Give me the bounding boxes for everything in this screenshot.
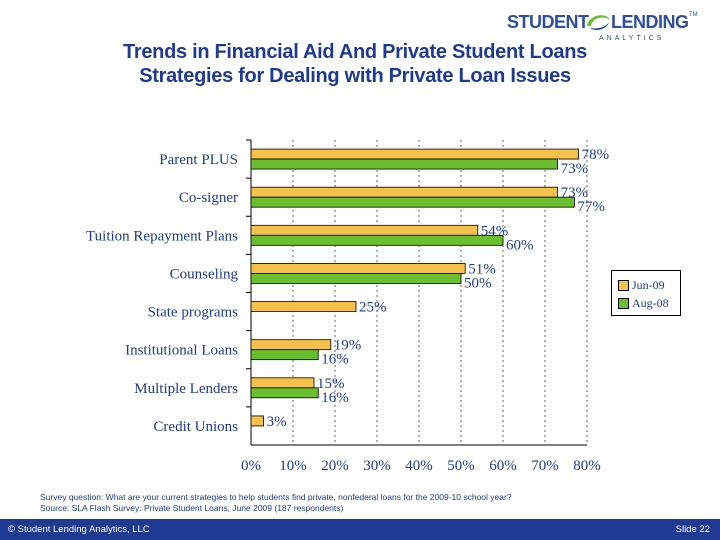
category-label: Parent PLUS xyxy=(159,152,238,168)
x-tick-label: 20% xyxy=(321,458,349,474)
logo-word-student: STUDENT xyxy=(507,12,589,32)
legend-swatch-aug08 xyxy=(618,298,629,309)
title-line-2: Strategies for Dealing with Private Loan… xyxy=(139,65,571,87)
x-tick-label: 40% xyxy=(405,458,433,474)
data-label: 51% xyxy=(468,261,496,277)
footer-bar: © Student Lending Analytics, LLC Slide 2… xyxy=(0,519,720,540)
footnote: Survey question: What are your current s… xyxy=(40,492,680,514)
logo-tm: TM xyxy=(689,12,698,18)
x-tick-label: 70% xyxy=(531,458,559,474)
legend-label-aug08: Aug-08 xyxy=(632,296,669,310)
category-label: Tuition Repayment Plans xyxy=(86,228,238,244)
bar-chart: 0% 10% 20% 30% 40% 50% 60% 70% 80% Parent PLUS 78%… xyxy=(0,120,720,480)
x-tick-label: 30% xyxy=(363,458,391,474)
bar xyxy=(250,387,319,399)
x-tick-label: 10% xyxy=(279,458,307,474)
bar xyxy=(250,148,580,160)
bar xyxy=(250,196,575,208)
category-label: Institutional Loans xyxy=(125,343,238,359)
chart-legend: Jun-09 Aug-08 xyxy=(611,270,681,316)
bar xyxy=(250,339,332,351)
logo-tagline: ANALYTICS xyxy=(599,35,665,42)
data-label: 25% xyxy=(359,300,387,316)
bar xyxy=(250,158,559,170)
logo-swoosh-icon xyxy=(587,15,610,30)
data-label: 3% xyxy=(267,414,287,430)
bar xyxy=(250,349,319,361)
data-label: 77% xyxy=(577,199,605,215)
data-label: 15% xyxy=(317,376,345,392)
category-label: State programs xyxy=(148,305,239,321)
data-label: 73% xyxy=(561,161,589,177)
x-tick-label: 50% xyxy=(447,458,475,474)
bar xyxy=(250,186,559,198)
data-label: 50% xyxy=(464,275,492,291)
data-label: 19% xyxy=(334,338,362,354)
category-label: Counseling xyxy=(170,266,239,282)
legend-swatch-jun09 xyxy=(618,280,629,291)
category-label: Co-signer xyxy=(179,190,238,206)
student-lending-logo: STUDENT LENDING TM ANALYTICS xyxy=(505,8,710,48)
legend-label-jun09: Jun-09 xyxy=(632,278,665,292)
bar xyxy=(250,301,357,312)
bar xyxy=(250,377,315,389)
data-label: 16% xyxy=(321,352,349,368)
page-title: Trends in Financial Aid And Private Stud… xyxy=(30,40,680,88)
chart-svg: 0% 10% 20% 30% 40% 50% 60% 70% 80% Parent PLUS 78%… xyxy=(86,139,610,474)
data-label: 16% xyxy=(321,390,349,406)
bar xyxy=(250,224,479,236)
bar xyxy=(250,263,466,274)
data-label: 60% xyxy=(506,237,534,253)
bar xyxy=(250,234,504,246)
footnote-source: Source: SLA Flash Survey: Private Studen… xyxy=(40,503,344,513)
slide-number: Slide 22 xyxy=(675,524,710,535)
data-label: 78% xyxy=(582,147,610,163)
title-line-1: Trends in Financial Aid And Private Stud… xyxy=(123,41,587,63)
category-label: Multiple Lenders xyxy=(134,381,238,397)
footnote-survey-question: Survey question: What are your current s… xyxy=(40,492,512,502)
x-tick-label: 80% xyxy=(573,458,601,474)
x-tick-label: 0% xyxy=(241,458,261,474)
bar xyxy=(250,273,462,284)
bar xyxy=(250,415,265,427)
logo-word-lending: LENDING xyxy=(611,12,689,32)
footer-copyright: © Student Lending Analytics, LLC xyxy=(8,524,150,535)
x-tick-label: 60% xyxy=(489,458,517,474)
category-label: Credit Unions xyxy=(153,419,238,435)
